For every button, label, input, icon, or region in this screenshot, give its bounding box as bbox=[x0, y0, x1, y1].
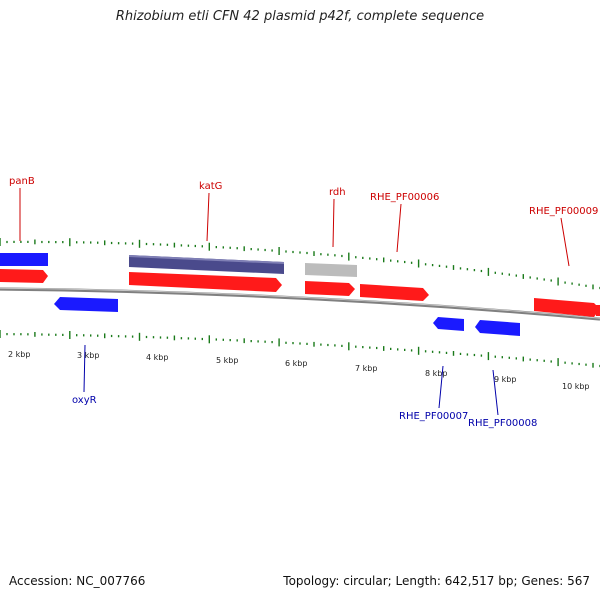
gene-arrow-RHE_PF00009[interactable] bbox=[534, 298, 600, 317]
scale-label: 10 kbp bbox=[562, 382, 590, 391]
outer-tick-row bbox=[0, 238, 600, 290]
backbone-line bbox=[0, 287, 600, 321]
scale-label: 8 kbp bbox=[425, 369, 447, 378]
backbone bbox=[0, 287, 600, 321]
scale-label: 2 kbp bbox=[8, 350, 30, 359]
gene-label-RHE_PF00009: RHE_PF00009 bbox=[529, 206, 598, 217]
scale-label: 4 kbp bbox=[146, 353, 168, 362]
leader-line bbox=[206, 192, 210, 242]
reverse-labels: oxyR RHE_PF00007 RHE_PF00008 bbox=[72, 344, 537, 429]
rdh-feature-bar[interactable] bbox=[305, 263, 357, 277]
gene-arrow-RHE_PF00007[interactable] bbox=[433, 317, 464, 331]
accession-text: Accession: NC_007766 bbox=[9, 574, 146, 588]
gene-label-katG: katG bbox=[199, 181, 222, 192]
reverse-gene-track bbox=[0, 253, 520, 336]
gene-arrow-RHE_PF00008[interactable] bbox=[475, 320, 520, 336]
gene-arrow-offscreen[interactable] bbox=[596, 305, 600, 316]
gene-label-rdh: rdh bbox=[329, 187, 346, 198]
feature-track bbox=[129, 255, 357, 277]
inner-tick-row bbox=[0, 330, 600, 368]
scale-labels: 2 kbp 3 kbp 4 kbp 5 kbp 6 kbp 7 kbp 8 kb… bbox=[8, 350, 590, 391]
scale-label: 9 kbp bbox=[494, 375, 516, 384]
gene-label-oxyR: oxyR bbox=[72, 395, 97, 406]
katG-feature-bar[interactable] bbox=[129, 255, 284, 274]
backbone-highlight bbox=[0, 287, 600, 319]
katG-feature-highlight bbox=[129, 255, 284, 264]
leader-line bbox=[492, 369, 499, 416]
leader-line bbox=[560, 217, 570, 267]
gene-arrow-katG[interactable] bbox=[129, 272, 282, 292]
leader-line bbox=[396, 203, 402, 253]
scale-label: 5 kbp bbox=[216, 356, 238, 365]
forward-labels: panB katG rdh RHE_PF00006 RHE_PF00009 bbox=[9, 176, 598, 267]
gene-arrow-rdh[interactable] bbox=[305, 281, 355, 296]
summary-text: Topology: circular; Length: 642,517 bp; … bbox=[283, 574, 590, 588]
gene-label-RHE_PF00008: RHE_PF00008 bbox=[468, 418, 537, 429]
map-title: Rhizobium etli CFN 42 plasmid p42f, comp… bbox=[115, 9, 485, 24]
leader-line bbox=[83, 344, 86, 393]
gene-arrow-RHE_PF00006[interactable] bbox=[360, 284, 429, 301]
gene-label-RHE_PF00006: RHE_PF00006 bbox=[370, 192, 439, 203]
gene-arrow-oxyR[interactable] bbox=[54, 297, 118, 312]
scale-label: 7 kbp bbox=[355, 364, 377, 373]
leader-line bbox=[438, 365, 444, 409]
gene-label-panB: panB bbox=[9, 176, 35, 187]
gene-arrow-reverse-left[interactable] bbox=[0, 253, 48, 266]
scale-label: 6 kbp bbox=[285, 359, 307, 368]
gene-arrow-panB[interactable] bbox=[0, 269, 48, 283]
forward-gene-track bbox=[0, 269, 600, 317]
leader-line bbox=[332, 198, 335, 248]
gene-label-RHE_PF00007: RHE_PF00007 bbox=[399, 411, 468, 422]
scale-label: 3 kbp bbox=[77, 351, 99, 360]
